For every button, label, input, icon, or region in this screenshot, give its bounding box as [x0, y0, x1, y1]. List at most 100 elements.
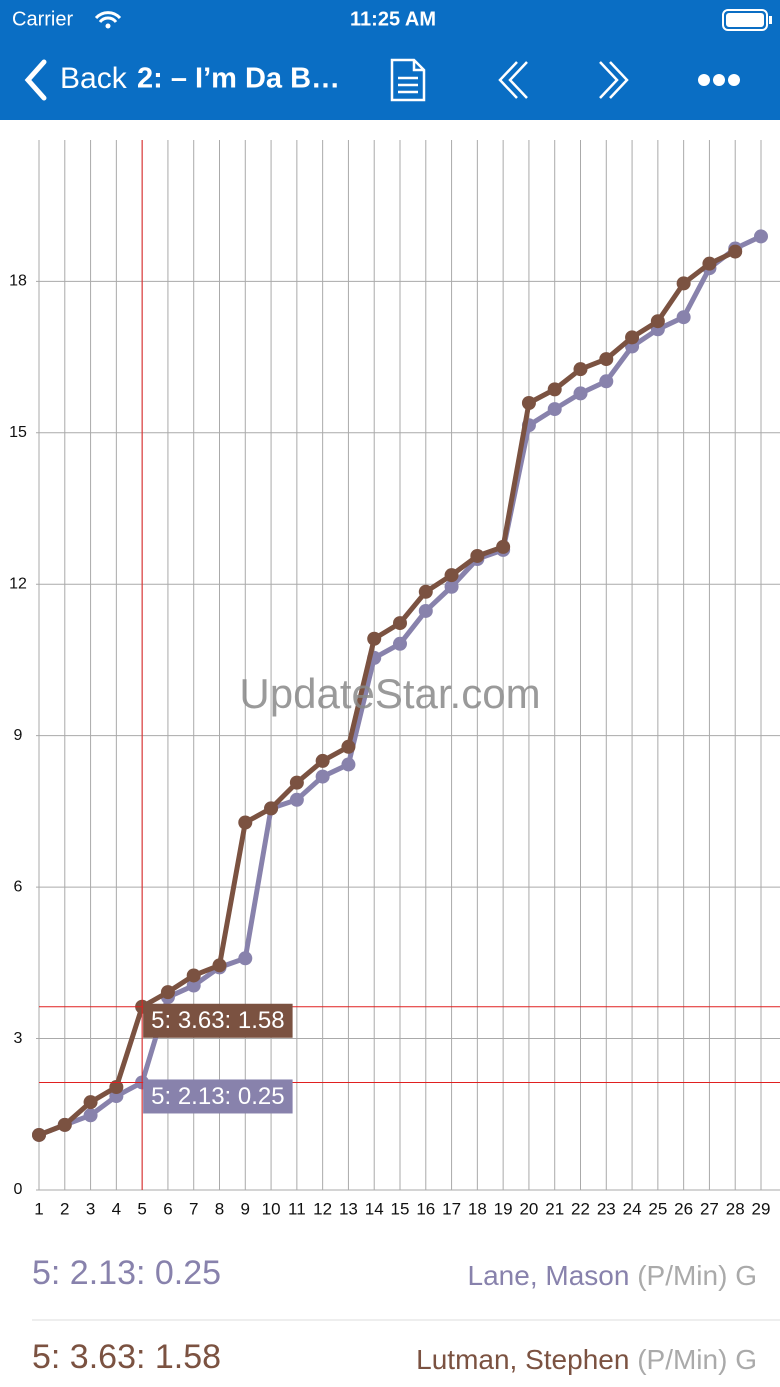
next-button[interactable]: [599, 61, 629, 99]
data-point: [57, 1117, 72, 1132]
data-point: [444, 579, 459, 594]
data-point: [238, 815, 253, 830]
x-tick-label: 14: [365, 1199, 384, 1218]
x-tick-label: 19: [494, 1199, 513, 1218]
data-point: [676, 310, 691, 325]
more-dot: [728, 74, 740, 86]
data-point: [393, 616, 407, 631]
nav-background: [0, 0, 780, 120]
x-tick-label: 26: [674, 1199, 693, 1218]
x-tick-label: 8: [215, 1199, 224, 1218]
wifi-icon: [94, 11, 122, 24]
more-dot: [713, 74, 725, 86]
x-tick-label: 16: [416, 1199, 435, 1218]
x-tick-label: 21: [545, 1199, 564, 1218]
annotation-box: [143, 1079, 293, 1114]
x-tick-label: 10: [262, 1199, 281, 1218]
data-point: [470, 548, 485, 563]
previous-button[interactable]: [498, 61, 528, 99]
more-button[interactable]: [698, 74, 740, 86]
flag: G: [735, 1344, 757, 1375]
data-point: [625, 330, 640, 345]
x-tick-label: 29: [752, 1199, 771, 1218]
data-point: [238, 951, 253, 966]
x-tick-label: 22: [571, 1199, 590, 1218]
data-point: [212, 958, 227, 973]
document-icon: [390, 58, 426, 102]
document-button[interactable]: [390, 58, 426, 102]
x-tick-label: 17: [442, 1199, 461, 1218]
data-point: [547, 402, 562, 417]
data-point: [599, 352, 614, 367]
data-point: [573, 362, 588, 377]
data-point: [289, 792, 304, 807]
legend: 5: 2.13: 0.25 Lane, Mason (P/Min) G 5: 3.6…: [32, 1254, 757, 1376]
data-point: [496, 539, 511, 554]
x-tick-label: 24: [623, 1199, 642, 1218]
x-tick-label: 25: [648, 1199, 667, 1218]
x-tick-label: 23: [597, 1199, 616, 1218]
data-point: [444, 568, 459, 583]
unit: (P/Min): [637, 1260, 727, 1291]
series-name: Lane, Mason: [468, 1260, 630, 1291]
unit: (P/Min): [637, 1344, 727, 1375]
carrier: Carrier: [12, 8, 73, 30]
annotation-label: 5: 3.63: 1.58: [151, 1007, 284, 1034]
data-point: [393, 636, 407, 651]
data-point: [702, 256, 717, 271]
data-point: [186, 978, 201, 993]
clock: 11:25 AM: [350, 8, 436, 30]
battery-level: [726, 13, 764, 27]
space: [727, 1260, 735, 1291]
readout: 5: 3.63: 1.58: [32, 1338, 221, 1376]
data-point: [676, 276, 691, 291]
data-point: [32, 1127, 46, 1142]
data-point: [521, 396, 536, 411]
x-tick-label: 11: [288, 1199, 306, 1218]
nav-title: 2: – I’m Da B…: [137, 63, 340, 95]
space: [727, 1344, 735, 1375]
data-point: [728, 244, 743, 259]
x-tick-label: 1: [34, 1199, 43, 1218]
data-point: [341, 739, 356, 754]
x-tick-label: 27: [700, 1199, 719, 1218]
y-tick-label: 9: [14, 727, 23, 744]
back-button[interactable]: Back: [60, 62, 128, 95]
data-point: [367, 631, 382, 646]
data-point: [109, 1080, 124, 1095]
y-tick-label: 0: [14, 1181, 23, 1198]
more-dot: [698, 74, 710, 86]
data-point: [315, 753, 330, 768]
x-tick-label: 5: [137, 1199, 146, 1218]
legend-entry: Lane, Mason (P/Min) G: [468, 1260, 757, 1291]
data-point: [83, 1108, 98, 1123]
data-point: [186, 968, 201, 983]
data-point: [650, 314, 665, 329]
x-tick-label: 7: [189, 1199, 198, 1218]
wifi-dot: [105, 23, 111, 29]
x-tick-label: 12: [313, 1199, 332, 1218]
back-chevron[interactable]: [24, 59, 47, 101]
x-tick-label: 18: [468, 1199, 487, 1218]
x-tick-label: 6: [163, 1199, 172, 1218]
space: [629, 1260, 637, 1291]
y-tick-label: 15: [9, 424, 27, 441]
battery: [722, 9, 768, 31]
space: [629, 1344, 637, 1375]
data-point: [289, 775, 304, 790]
readout: 5: 2.13: 0.25: [32, 1254, 221, 1292]
data-point: [599, 374, 614, 389]
x-tick-label: 13: [339, 1199, 358, 1218]
annotation-box: [143, 1003, 293, 1038]
legend-entry: Lutman, Stephen (P/Min) G: [416, 1344, 757, 1375]
flag: G: [735, 1260, 757, 1291]
data-point: [418, 603, 433, 618]
y-tick-label: 18: [9, 273, 27, 290]
x-tick-label: 20: [519, 1199, 538, 1218]
x-tick-label: 28: [726, 1199, 745, 1218]
data-point: [264, 801, 279, 816]
series-line: [38, 249, 737, 1138]
data-point: [547, 382, 562, 397]
